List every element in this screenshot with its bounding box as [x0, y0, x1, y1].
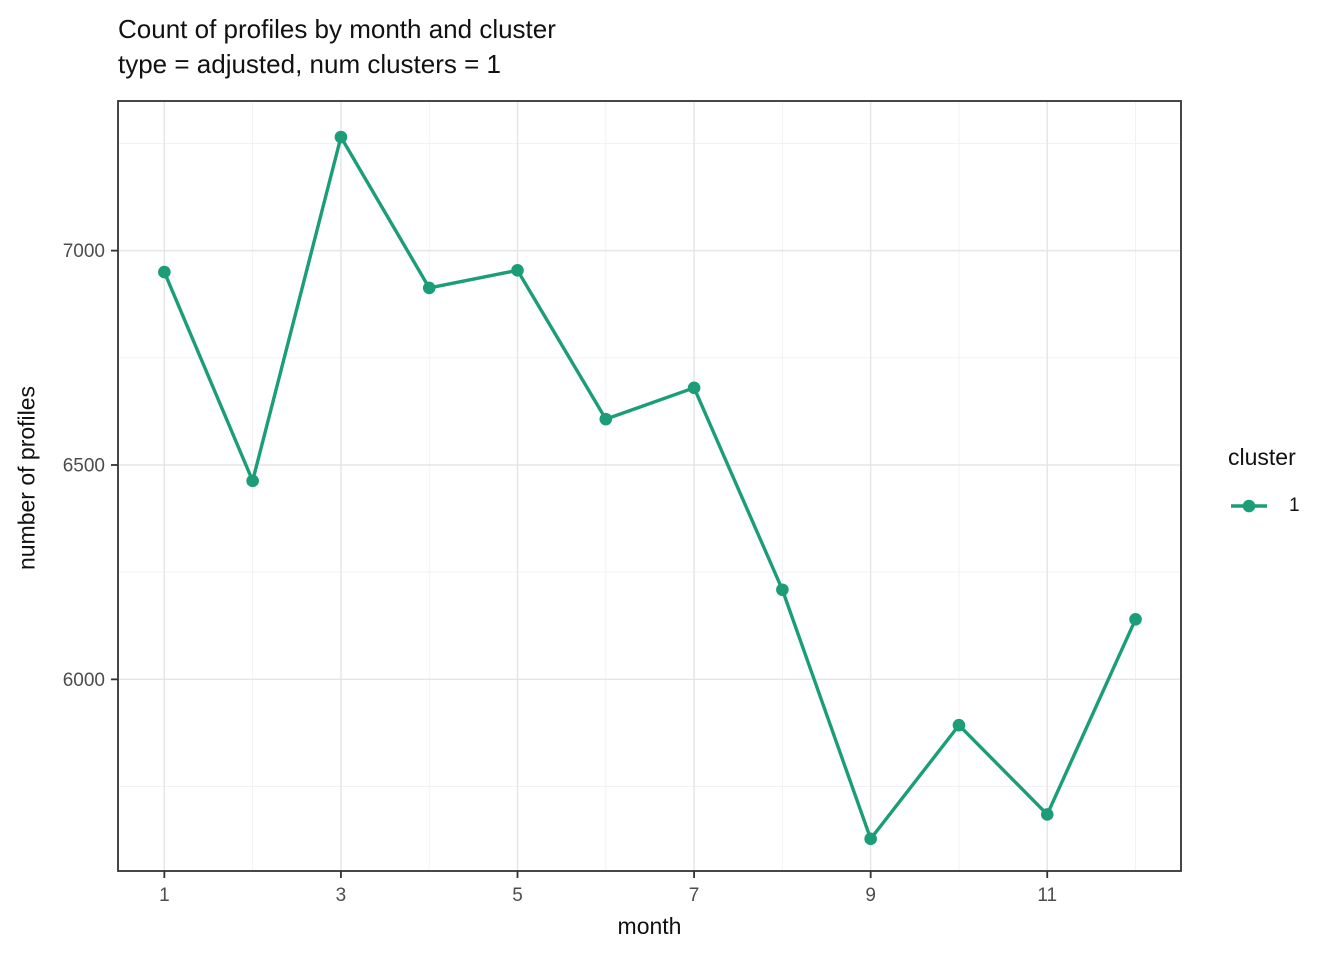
x-tick-label: 1: [159, 885, 170, 906]
x-tick-label: 9: [865, 885, 876, 906]
legend-key-icon: [1231, 499, 1267, 513]
legend-item: 1: [1227, 493, 1300, 519]
data-point: [776, 583, 789, 597]
data-point: [1129, 613, 1142, 626]
x-tick-label: 3: [336, 885, 347, 906]
chart-subtitle: type = adjusted, num clusters = 1: [118, 49, 501, 79]
x-tick-label: 7: [689, 885, 700, 906]
legend-title: cluster: [1228, 444, 1296, 470]
data-point: [1040, 808, 1054, 821]
y-tick-label: 7000: [63, 241, 105, 262]
y-tick-label: 6000: [63, 670, 105, 691]
data-point: [952, 718, 966, 732]
y-axis-title: number of profiles: [13, 385, 40, 571]
data-point: [422, 281, 436, 295]
chart-title: Count of profiles by month and cluster: [118, 14, 556, 44]
series-line: [162, 135, 1138, 841]
data-point: [246, 474, 259, 488]
legend-item-label: 1: [1289, 495, 1300, 516]
data-point: [687, 381, 701, 395]
x-tick-label: 11: [1037, 885, 1057, 906]
x-tick-label: 5: [512, 885, 523, 906]
data-point: [158, 265, 171, 279]
legend: cluster 1: [1227, 444, 1300, 519]
panel-border: [117, 100, 1182, 872]
data-point: [511, 264, 524, 277]
x-axis-title: month: [617, 913, 682, 939]
data-point: [334, 130, 348, 144]
y-tick-label: 6500: [63, 455, 105, 476]
data-point: [864, 832, 877, 846]
data-point: [599, 412, 613, 426]
